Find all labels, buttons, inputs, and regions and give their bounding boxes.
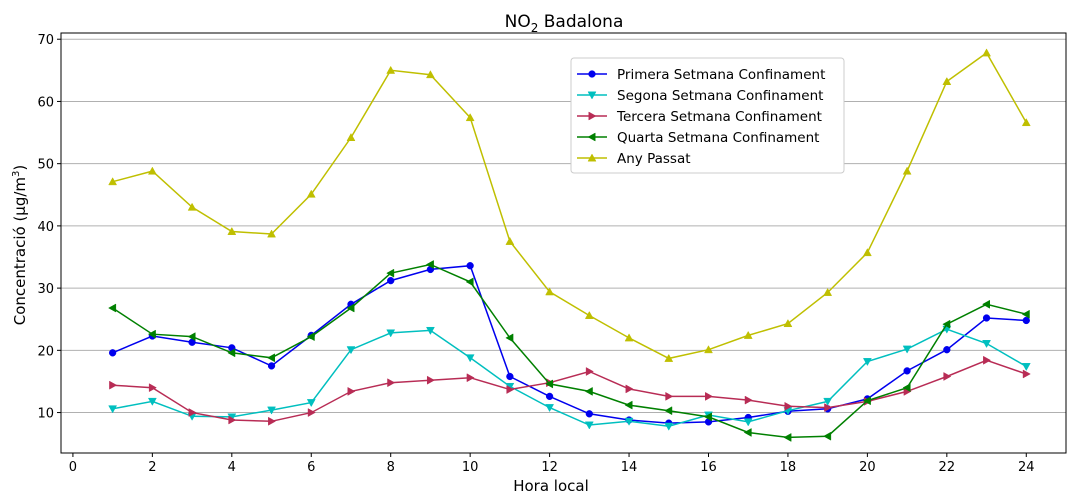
data-point	[387, 277, 394, 284]
data-point	[586, 410, 593, 417]
y-tick-label: 70	[37, 33, 54, 48]
legend-label: Primera Setmana Confinament	[617, 67, 825, 83]
legend: Primera Setmana Confinament Segona Setman…	[571, 58, 844, 173]
x-axis-label: Hora local	[513, 477, 589, 495]
x-tick-label: 10	[462, 460, 479, 475]
x-tick-label: 14	[621, 460, 638, 475]
data-point	[546, 393, 553, 400]
data-point	[506, 373, 513, 380]
data-point	[589, 71, 596, 78]
legend-label: Segona Setmana Confinament	[617, 88, 823, 104]
x-tick-label: 12	[541, 460, 558, 475]
y-axis-label: Concentració (μg/m3)	[11, 165, 29, 326]
y-tick-label: 40	[37, 220, 54, 235]
data-point	[109, 349, 116, 356]
x-tick-label: 4	[228, 460, 236, 475]
x-tick-label: 6	[307, 460, 315, 475]
data-point	[904, 367, 911, 374]
x-tick-label: 0	[69, 460, 77, 475]
y-tick-label: 10	[37, 407, 54, 422]
y-tick-label: 60	[37, 95, 54, 110]
y-tick-label: 20	[37, 344, 54, 359]
x-tick-label: 24	[1018, 460, 1035, 475]
y-tick-label: 30	[37, 282, 54, 297]
legend-label: Tercera Setmana Confinament	[616, 109, 822, 125]
data-point	[943, 346, 950, 353]
data-point	[467, 262, 474, 269]
legend-label: Any Passat	[617, 151, 691, 167]
x-tick-label: 16	[700, 460, 717, 475]
x-tick-label: 8	[387, 460, 395, 475]
legend-label: Quarta Setmana Confinament	[617, 130, 819, 146]
x-tick-label: 20	[859, 460, 876, 475]
data-point	[268, 362, 275, 369]
x-tick-label: 22	[939, 460, 956, 475]
y-tick-label: 50	[37, 158, 54, 173]
x-tick-label: 2	[148, 460, 156, 475]
x-tick-label: 18	[780, 460, 797, 475]
data-point	[1023, 317, 1030, 324]
chart-title: NO2 Badalona	[505, 12, 624, 35]
data-point	[983, 315, 990, 322]
